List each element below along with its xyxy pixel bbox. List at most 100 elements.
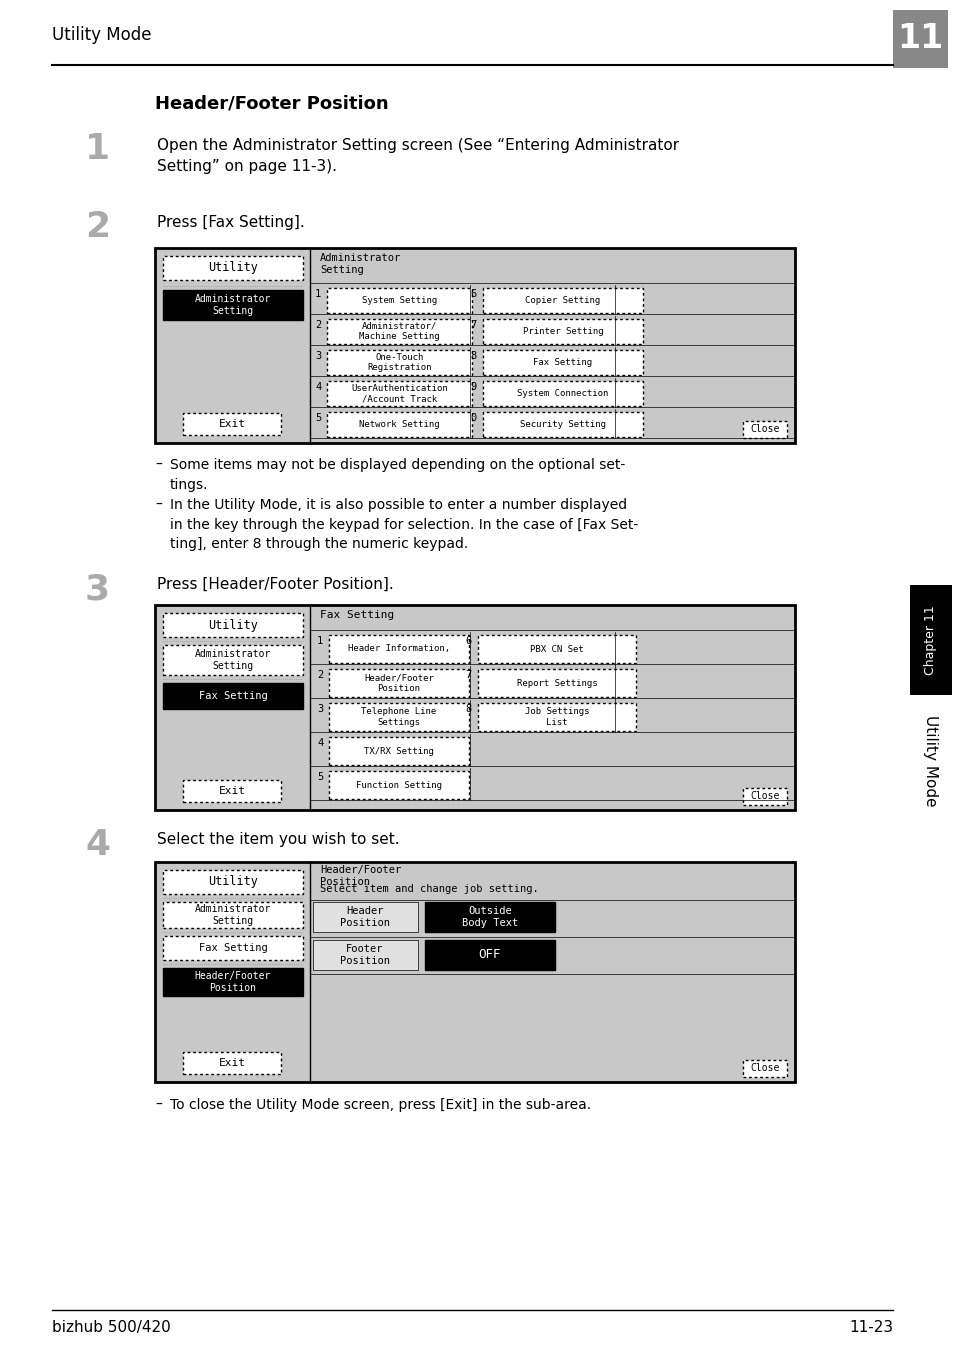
Bar [163, 256, 303, 280]
Text: System Connection: System Connection [517, 389, 608, 397]
Text: 2: 2 [316, 671, 323, 680]
Bar [183, 1052, 281, 1073]
Text: 0: 0 [470, 412, 476, 423]
Text: 3: 3 [316, 704, 323, 714]
Bar [163, 683, 303, 708]
Text: 2: 2 [314, 320, 321, 330]
Text: Administrator
Setting: Administrator Setting [194, 903, 271, 926]
Text: Security Setting: Security Setting [519, 420, 605, 429]
Text: Administrator/
Machine Setting: Administrator/ Machine Setting [359, 322, 439, 341]
Text: To close the Utility Mode screen, press [Exit] in the sub-area.: To close the Utility Mode screen, press … [170, 1098, 591, 1111]
Text: 5: 5 [314, 412, 321, 423]
Bar [482, 350, 642, 375]
Bar [477, 635, 636, 662]
Bar [327, 412, 472, 437]
Text: Press [Fax Setting].: Press [Fax Setting]. [157, 215, 304, 230]
Text: Footer
Position: Footer Position [339, 944, 390, 965]
Text: 8: 8 [470, 352, 476, 361]
Text: Report Settings: Report Settings [517, 679, 597, 688]
Bar [424, 940, 555, 969]
Text: 7: 7 [470, 320, 476, 330]
Text: 9: 9 [470, 383, 476, 392]
Bar [183, 780, 281, 802]
Text: 11-23: 11-23 [848, 1320, 892, 1334]
Text: Header/Footer
Position: Header/Footer Position [319, 865, 401, 887]
Bar [163, 289, 303, 320]
Bar [163, 902, 303, 927]
Bar [327, 350, 472, 375]
Text: 4: 4 [314, 383, 321, 392]
Text: Utility: Utility [208, 261, 257, 274]
Text: Some items may not be displayed depending on the optional set-
tings.: Some items may not be displayed dependin… [170, 458, 624, 492]
Text: 1: 1 [85, 132, 110, 166]
Text: bizhub 500/420: bizhub 500/420 [52, 1320, 171, 1334]
Text: –: – [154, 1098, 162, 1111]
Text: Telephone Line
Settings: Telephone Line Settings [361, 707, 436, 727]
Text: 5: 5 [316, 772, 323, 781]
Bar [482, 412, 642, 437]
Text: OFF: OFF [478, 949, 500, 961]
Bar [742, 420, 786, 438]
Text: Printer Setting: Printer Setting [522, 327, 602, 337]
Bar [163, 645, 303, 675]
Text: 11: 11 [897, 23, 943, 55]
Text: Exit: Exit [218, 1059, 245, 1068]
Bar [154, 604, 794, 810]
Text: One-Touch
Registration: One-Touch Registration [367, 353, 432, 372]
Text: Outside
Body Text: Outside Body Text [461, 906, 517, 927]
Text: Network Setting: Network Setting [359, 420, 439, 429]
Bar [313, 940, 417, 969]
Text: Exit: Exit [218, 786, 245, 796]
Bar [482, 381, 642, 406]
Bar [424, 902, 555, 932]
Bar [163, 936, 303, 960]
Bar [329, 737, 469, 765]
Text: Chapter 11: Chapter 11 [923, 606, 937, 675]
Bar [477, 669, 636, 698]
Bar [482, 319, 642, 343]
Text: 4: 4 [316, 738, 323, 748]
Text: Header/Footer Position: Header/Footer Position [154, 95, 388, 114]
Text: 7: 7 [464, 671, 471, 680]
Text: Utility: Utility [208, 876, 257, 888]
Text: Administrator
Setting: Administrator Setting [319, 253, 401, 274]
Bar [477, 703, 636, 731]
Text: Utility: Utility [208, 618, 257, 631]
Text: Select the item you wish to set.: Select the item you wish to set. [157, 831, 399, 846]
Bar [329, 635, 469, 662]
Bar [154, 863, 794, 1082]
Text: UserAuthentication
/Account Track: UserAuthentication /Account Track [351, 384, 447, 403]
Text: Close: Close [749, 425, 779, 434]
Bar [742, 1060, 786, 1078]
Text: Utility Mode: Utility Mode [52, 26, 152, 45]
Text: Utility Mode: Utility Mode [923, 715, 938, 807]
Text: Job Settings
List: Job Settings List [524, 707, 589, 727]
Text: Select item and change job setting.: Select item and change job setting. [319, 884, 538, 894]
Bar [163, 869, 303, 894]
Text: Copier Setting: Copier Setting [525, 296, 600, 306]
Bar [183, 412, 281, 435]
Text: Open the Administrator Setting screen (See “Entering Administrator
Setting” on p: Open the Administrator Setting screen (S… [157, 138, 679, 174]
Text: –: – [154, 498, 162, 512]
Text: 3: 3 [314, 352, 321, 361]
Text: Header Information,: Header Information, [348, 645, 450, 653]
Text: 6: 6 [470, 289, 476, 299]
Text: Administrator
Setting: Administrator Setting [194, 293, 271, 316]
Bar [327, 319, 472, 343]
Bar [327, 288, 472, 314]
Text: 4: 4 [85, 827, 110, 863]
Text: Fax Setting: Fax Setting [533, 358, 592, 366]
Bar [482, 288, 642, 314]
Text: Close: Close [749, 1063, 779, 1073]
Bar [313, 902, 417, 932]
Text: Press [Header/Footer Position].: Press [Header/Footer Position]. [157, 577, 394, 592]
Text: 2: 2 [85, 210, 110, 243]
Bar [329, 771, 469, 799]
Bar [329, 703, 469, 731]
Text: Header/Footer
Position: Header/Footer Position [364, 673, 434, 692]
Text: Administrator
Setting: Administrator Setting [194, 649, 271, 671]
Text: 1: 1 [314, 289, 321, 299]
Text: 1: 1 [316, 635, 323, 646]
Text: –: – [154, 458, 162, 472]
Bar [329, 669, 469, 698]
